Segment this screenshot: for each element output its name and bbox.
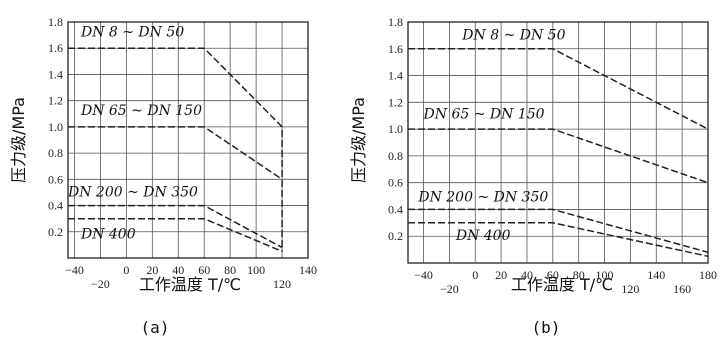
x-tick-label: 120 [621,282,639,296]
chart-panel-b: 0.2 0.4 0.6 0.8 1.0 1.2 1.4 1.6 1.8 −40 0 20 40 60 80 1… [349,15,717,337]
y-tick-label: 1.4 [48,67,63,81]
panel-label: (a) [141,318,170,337]
x-tick-label: 80 [224,263,236,277]
x-axis-title: 工作温度 T/℃ [511,275,613,294]
series-label: DN 200 ~ DN 350 [67,184,198,200]
x-tick-label: −40 [65,263,84,277]
y-tick-label: 0.6 [48,172,63,186]
y-tick-label: 0.6 [388,176,403,190]
x-tick-label: 120 [273,277,291,291]
series-line [68,47,283,252]
series-line [408,48,709,130]
series-label: DN 8 ~ DN 50 [80,24,184,40]
y-tick-label: 0.4 [48,199,63,213]
series-line [68,126,283,180]
y-tick-label: 1.2 [48,94,63,108]
panel-label: (b) [532,318,561,337]
x-tick-label: 60 [198,263,210,277]
y-tick-label: 0.2 [388,229,403,243]
series-line [68,217,283,253]
series-label: DN 65 ~ DN 150 [80,103,202,119]
x-tick-label: 160 [673,282,691,296]
series-line [408,128,709,184]
plot-frame [407,21,709,264]
series-label: DN 65 ~ DN 150 [423,106,545,122]
x-tick-label: 40 [521,268,533,282]
y-tick-label: 1.2 [388,95,403,109]
series-line [68,204,283,249]
y-tick-label: 1.8 [48,15,63,29]
plot-frame [67,21,309,259]
x-tick-label: 100 [596,268,614,282]
series-label: DN 400 [80,226,136,242]
x-tick-label: 60 [547,268,559,282]
y-tick-label: 1.6 [388,42,403,56]
y-tick-label: 1.4 [388,69,403,83]
y-tick-label: 1.0 [388,122,403,136]
y-tick-label: 1.0 [48,120,63,134]
chart-panel-a: 0.2 0.4 0.6 0.8 1.0 1.2 1.4 1.6 1.8 −40 0 20 40 60 80 1… [9,15,317,337]
series-line [408,222,709,258]
y-tick-label: 0.8 [48,146,63,160]
x-tick-label: 140 [299,263,317,277]
y-tick-label: 1.8 [388,15,403,29]
x-tick-label: 20 [146,263,158,277]
x-tick-label: 0 [123,263,129,277]
y-tick-label: 0.2 [48,225,63,239]
x-tick-label: 20 [495,268,507,282]
y-axis-title: 压力级/MPa [349,97,368,183]
x-tick-label: −40 [414,268,433,282]
y-axis-title: 压力级/MPa [9,97,28,183]
x-tick-label: 100 [247,263,265,277]
x-tick-label: 140 [647,268,665,282]
x-axis-title: 工作温度 T/℃ [139,275,241,294]
x-tick-label: −20 [440,282,459,296]
series-label: DN 8 ~ DN 50 [461,27,565,43]
x-tick-label: −20 [91,277,110,291]
y-tick-label: 0.8 [388,149,403,163]
series-label: DN 200 ~ DN 350 [417,189,548,205]
x-tick-label: 40 [172,263,184,277]
series-line [408,208,709,254]
y-tick-label: 0.4 [388,202,403,216]
x-tick-label: 0 [472,268,478,282]
series-label: DN 400 [455,228,511,244]
x-tick-label: 80 [573,268,585,282]
y-tick-label: 1.6 [48,41,63,55]
x-tick-label: 180 [699,268,717,282]
